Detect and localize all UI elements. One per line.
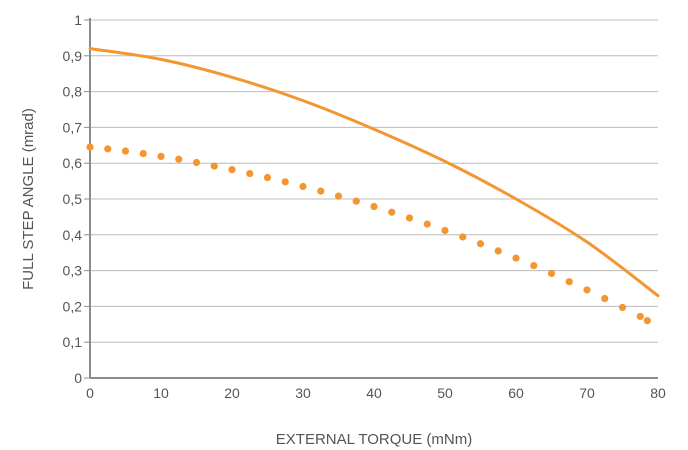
- x-tick-label: 70: [579, 385, 595, 401]
- series-2-point: [643, 317, 651, 325]
- series-2-point: [281, 178, 289, 186]
- series-2-point: [530, 261, 538, 270]
- x-tick-label: 10: [153, 385, 169, 401]
- y-tick-label: 0,1: [63, 334, 83, 350]
- x-tick-label: 30: [295, 385, 311, 401]
- x-tick-label: 50: [437, 385, 453, 401]
- series-2-point: [299, 182, 307, 191]
- series-2-point: [139, 149, 147, 158]
- series-2-point: [583, 286, 591, 294]
- x-tick-label: 20: [224, 385, 240, 401]
- series-2-point: [352, 197, 360, 205]
- x-tick-label: 80: [650, 385, 666, 401]
- series-1-line: [88, 47, 660, 298]
- series-2-point: [228, 166, 236, 174]
- series-2-point: [192, 158, 201, 167]
- x-tick-label: 40: [366, 385, 382, 401]
- series-2-point: [86, 143, 94, 151]
- series-2-point: [210, 162, 218, 170]
- series-2-point: [388, 208, 396, 216]
- y-tick-label: 1: [74, 12, 82, 28]
- series-2-point: [423, 220, 431, 228]
- series-2-point: [618, 303, 627, 312]
- series-2-point: [494, 247, 502, 255]
- series-2-point: [334, 192, 343, 200]
- series-2-point: [476, 240, 485, 248]
- series-2-point: [512, 254, 520, 262]
- series-2-point: [157, 152, 165, 160]
- series-2-point: [405, 214, 414, 222]
- x-tick-label: 0: [86, 385, 94, 401]
- series-2-point: [601, 294, 609, 303]
- y-tick-label: 0,6: [63, 155, 83, 171]
- y-tick-label: 0: [74, 370, 82, 386]
- y-tick-label: 0,5: [63, 191, 83, 207]
- series-2-point: [459, 233, 467, 241]
- series-2-point: [565, 278, 573, 286]
- y-tick-label: 0,9: [63, 48, 83, 64]
- grid-lines: [90, 19, 658, 343]
- y-tick-label: 0,8: [63, 84, 83, 100]
- y-tick-labels: 0 0,1 0,2 0,3 0,4 0,5 0,6 0,7 0,8 0,9 1: [63, 12, 83, 386]
- series: [86, 47, 660, 325]
- x-tick-label: 60: [508, 385, 524, 401]
- y-tick-label: 0,3: [63, 263, 83, 279]
- y-tick-label: 0,7: [63, 119, 83, 135]
- series-2-point: [104, 145, 112, 153]
- series-2-point: [441, 226, 449, 235]
- x-tick-labels: 0 10 20 30 40 50 60 70 80: [86, 385, 666, 401]
- series-2-point: [317, 187, 325, 195]
- series-2-point: [246, 169, 254, 178]
- axes: [84, 18, 658, 379]
- series-2-point: [370, 202, 378, 211]
- x-axis-title: EXTERNAL TORQUE (mNm): [276, 431, 472, 448]
- series-2-point: [121, 147, 130, 155]
- series-2-point: [175, 155, 183, 163]
- series-2-point: [547, 269, 556, 278]
- y-tick-label: 0,2: [63, 298, 83, 314]
- y-axis-title: FULL STEP ANGLE (mrad): [20, 108, 37, 290]
- y-tick-label: 0,4: [63, 227, 83, 243]
- series-2-point: [263, 173, 272, 182]
- series-2-point: [636, 312, 644, 321]
